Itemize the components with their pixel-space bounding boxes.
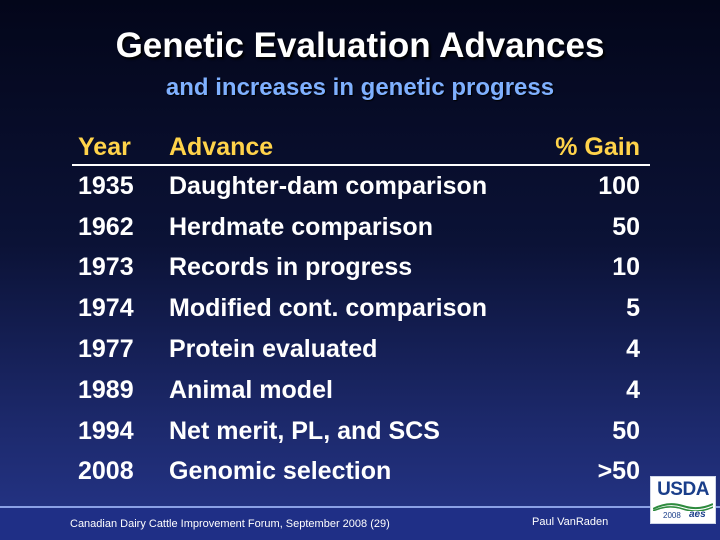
row-year: 1974: [78, 294, 134, 323]
footer-bar: [0, 508, 720, 540]
row-year: 1935: [78, 171, 134, 200]
logo-year: 2008: [663, 511, 681, 520]
row-advance: Animal model: [169, 375, 333, 404]
slide-subtitle: and increases in genetic progress: [165, 74, 555, 101]
row-advance: Daughter-dam comparison: [169, 171, 488, 200]
row-year: 1977: [78, 335, 134, 364]
row-advance: Modified cont. comparison: [169, 294, 488, 323]
year-header: Year: [78, 132, 131, 161]
table-row: 1973 Records in progress 10: [72, 248, 650, 289]
footer-author: Paul VanRaden: [532, 516, 609, 528]
row-gain: 50: [612, 416, 640, 445]
logo-aes: aes: [689, 509, 706, 520]
row-gain: 4: [626, 375, 640, 404]
table-row: 1977 Protein evaluated 4: [72, 329, 650, 370]
row-gain: 5: [626, 294, 640, 323]
row-advance: Genomic selection: [169, 457, 392, 486]
table-row: 1974 Modified cont. comparison 5: [72, 288, 650, 329]
advances-table: Year Advance % Gain 1935 Daughter-dam co…: [72, 130, 650, 492]
row-advance: Net merit, PL, and SCS: [169, 416, 440, 445]
table-header: Year Advance % Gain: [72, 130, 650, 166]
usda-logo-text: USDA: [657, 479, 709, 500]
row-gain: 50: [612, 212, 640, 241]
row-gain: 100: [598, 171, 640, 200]
table-row: 1935 Daughter-dam comparison 100: [72, 166, 650, 207]
row-gain: 4: [626, 335, 640, 364]
row-advance: Records in progress: [169, 253, 413, 282]
footer-divider: [0, 506, 720, 508]
table-row: 1994 Net merit, PL, and SCS 50: [72, 411, 650, 452]
usda-logo: USDA 2008 aes: [650, 476, 716, 524]
table-row: 1962 Herdmate comparison 50: [72, 207, 650, 248]
footer-event: Canadian Dairy Cattle Improvement Forum,…: [70, 518, 390, 530]
gain-header: % Gain: [555, 132, 640, 161]
row-year: 2008: [78, 457, 134, 486]
usda-logo-hills-icon: [653, 503, 713, 511]
row-advance: Protein evaluated: [169, 335, 378, 364]
row-year: 1973: [78, 253, 134, 282]
row-advance: Herdmate comparison: [169, 212, 433, 241]
slide-title: Genetic Evaluation Advances: [115, 26, 605, 65]
row-year: 1962: [78, 212, 134, 241]
row-year: 1989: [78, 375, 134, 404]
table-row: 1989 Animal model 4: [72, 370, 650, 411]
row-gain: 10: [612, 253, 640, 282]
table-row: 2008 Genomic selection >50: [72, 452, 650, 493]
advance-header: Advance: [169, 132, 274, 161]
row-gain: >50: [597, 457, 640, 486]
row-year: 1994: [78, 416, 134, 445]
